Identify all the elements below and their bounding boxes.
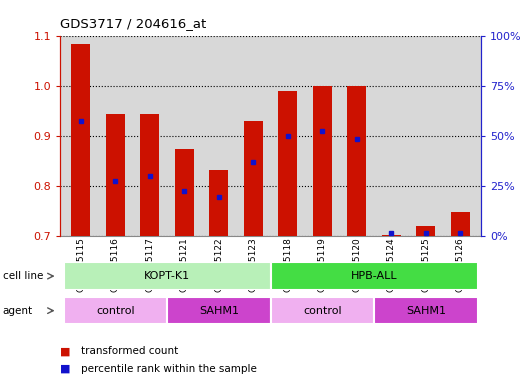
Bar [64,262,271,290]
Bar [140,114,160,236]
Text: KOPT-K1: KOPT-K1 [144,271,190,281]
Text: ■: ■ [60,364,71,374]
Bar [244,121,263,236]
Bar [382,235,401,236]
Bar [278,91,298,236]
Text: control: control [303,306,342,316]
Bar [64,297,167,324]
Bar [106,114,125,236]
Bar [71,44,90,236]
Text: HPB-ALL: HPB-ALL [351,271,397,281]
Bar [167,297,271,324]
Bar [209,170,229,236]
Bar [175,149,194,236]
Text: percentile rank within the sample: percentile rank within the sample [81,364,257,374]
Text: SAHM1: SAHM1 [199,306,239,316]
Text: agent: agent [3,306,33,316]
Text: GDS3717 / 204616_at: GDS3717 / 204616_at [60,17,207,30]
Bar [347,86,367,236]
Text: ■: ■ [60,346,71,356]
Bar [451,212,470,236]
Text: SAHM1: SAHM1 [406,306,446,316]
Bar [416,226,436,236]
Bar [374,297,477,324]
Bar [271,262,477,290]
Text: transformed count: transformed count [81,346,178,356]
Text: cell line: cell line [3,271,43,281]
Bar [313,86,332,236]
Bar [271,297,374,324]
Text: control: control [96,306,135,316]
